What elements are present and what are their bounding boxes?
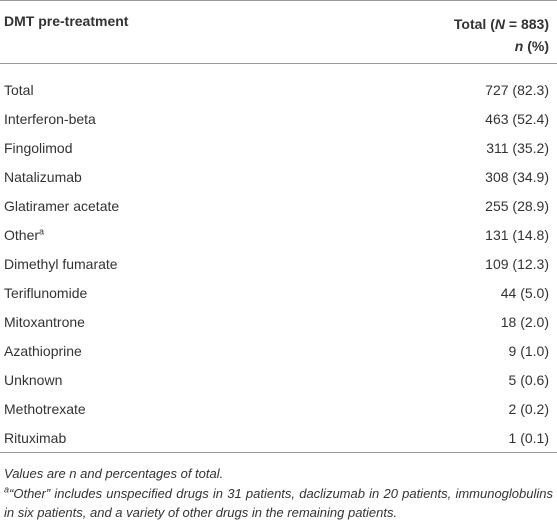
header-text: Total ( xyxy=(453,16,495,32)
table-row: Glatiramer acetate 255 (28.9) xyxy=(0,192,557,221)
row-value: 727 (82.3) xyxy=(485,82,549,98)
row-label: Fingolimod xyxy=(4,134,72,163)
footnote-text: “Other” includes unspecified drugs in 31… xyxy=(4,486,553,520)
row-label: Natalizumab xyxy=(4,163,82,192)
header-text: n xyxy=(514,38,524,54)
row-label: Total xyxy=(4,76,34,105)
table-row: Dimethyl fumarate 109 (12.3) xyxy=(0,250,557,279)
row-value: 18 (2.0) xyxy=(500,314,549,330)
row-label-text: Total xyxy=(4,82,34,98)
table-row: Unknown 5 (0.6) xyxy=(0,366,557,395)
header-text: = 883) xyxy=(505,16,549,32)
row-value: 1 (0.1) xyxy=(508,430,549,446)
row-label-text: Rituximab xyxy=(4,430,67,446)
table-row: Interferon-beta 463 (52.4) xyxy=(0,105,557,134)
row-label: Rituximab xyxy=(4,424,66,453)
header-text: N xyxy=(494,16,506,32)
footnote-mark: a xyxy=(4,484,10,495)
row-label: Methotrexate xyxy=(4,395,86,424)
row-label-text: Fingolimod xyxy=(4,140,73,156)
row-label-text: Glatiramer acetate xyxy=(4,198,120,214)
row-label: Othera xyxy=(4,221,44,250)
table-row: Rituximab 1 (0.1) xyxy=(0,424,557,453)
row-value: 44 (5.0) xyxy=(500,285,549,301)
row-label: Unknown xyxy=(4,366,62,395)
row-value: 311 (35.2) xyxy=(486,140,549,156)
row-label-text: Mitoxantrone xyxy=(4,314,85,330)
table-row: Azathioprine 9 (1.0) xyxy=(0,337,557,366)
row-label-text: Methotrexate xyxy=(4,401,86,417)
row-label-text: Dimethyl fumarate xyxy=(4,256,118,272)
row-label-text: Natalizumab xyxy=(4,169,82,185)
header-text: (%) xyxy=(523,38,549,54)
row-label-text: Interferon-beta xyxy=(4,111,96,127)
table-row: Total 727 (82.3) xyxy=(0,76,557,105)
row-label: Azathioprine xyxy=(4,337,82,366)
row-label: Dimethyl fumarate xyxy=(4,250,118,279)
table-row: Teriflunomide 44 (5.0) xyxy=(0,279,557,308)
table-row: Methotrexate 2 (0.2) xyxy=(0,395,557,424)
row-value: 308 (34.9) xyxy=(485,169,549,185)
header-cell: Total (N = 883) n (%) xyxy=(454,13,549,57)
table-row: Mitoxantrone 18 (2.0) xyxy=(0,308,557,337)
table-body: Total 727 (82.3) Interferon-beta 463 (52.4)… xyxy=(0,76,557,453)
row-value: 255 (28.9) xyxy=(485,198,549,214)
table-header: DMT pre-treatment Total (N = 883) n (%) xyxy=(0,0,557,64)
row-label: Teriflunomide xyxy=(4,279,87,308)
table-row: Natalizumab 308 (34.9) xyxy=(0,163,557,192)
row-label-text: Teriflunomide xyxy=(4,285,88,301)
row-value: 2 (0.2) xyxy=(508,401,549,417)
row-value: 5 (0.6) xyxy=(508,372,549,388)
row-label-text: Other xyxy=(4,227,40,243)
header-cell: DMT pre-treatment xyxy=(4,13,129,29)
row-label: Mitoxantrone xyxy=(4,308,85,337)
footnote: a“Other” includes unspecified drugs in 3… xyxy=(4,484,553,522)
row-value: 109 (12.3) xyxy=(485,256,549,272)
row-value: 9 (1.0) xyxy=(508,343,549,359)
row-value: 131 (14.8) xyxy=(485,227,549,243)
row-label-text: Azathioprine xyxy=(4,343,82,359)
row-label-text: Unknown xyxy=(4,372,63,388)
row-value: 463 (52.4) xyxy=(485,111,549,127)
header-line: n (%) xyxy=(454,35,549,57)
table-row: Fingolimod 311 (35.2) xyxy=(0,134,557,163)
table-row: Othera 131 (14.8) xyxy=(0,221,557,250)
row-label: Glatiramer acetate xyxy=(4,192,119,221)
table-rule xyxy=(0,452,557,453)
header-line: Total (N = 883) xyxy=(454,13,549,35)
footnote-mark: a xyxy=(39,226,45,237)
footnote: Values are n and percentages of total. xyxy=(4,466,224,481)
row-label: Interferon-beta xyxy=(4,105,96,134)
